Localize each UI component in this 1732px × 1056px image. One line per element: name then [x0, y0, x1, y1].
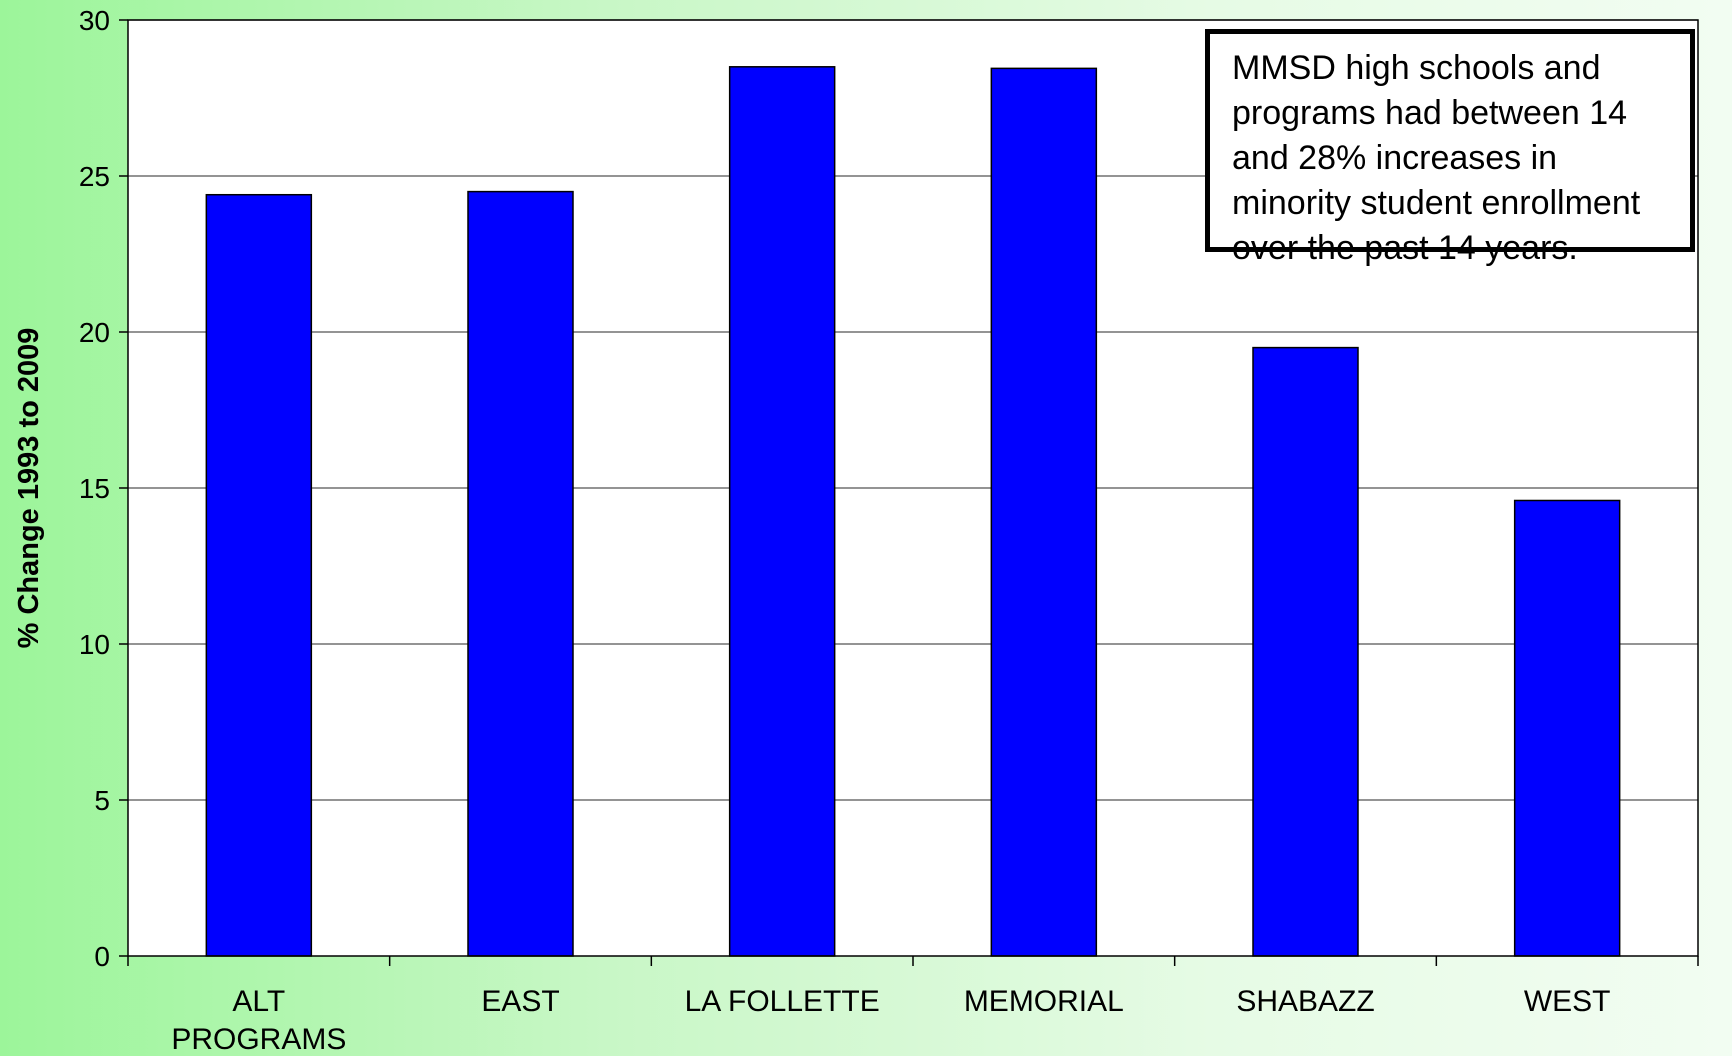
- x-category-label: SHABAZZ: [1236, 985, 1374, 1018]
- x-category-label: LA FOLLETTE: [685, 985, 880, 1018]
- bar-shabazz: [1252, 346, 1359, 957]
- y-tick-labels: 0 5 10 15 20 25 30: [79, 5, 110, 972]
- y-axis-title: % Change 1993 to 2009: [13, 328, 45, 649]
- x-category-labels: ALT PROGRAMS EAST LA FOLLETTE MEMORIAL SHABAZ…: [171, 985, 1610, 1056]
- y-tick-label: 30: [79, 5, 110, 36]
- y-tick-label: 20: [79, 317, 110, 348]
- annotation-line: programs had between 14: [1232, 94, 1628, 132]
- x-category-label: EAST: [481, 985, 559, 1018]
- bar-la-follette: [728, 66, 836, 957]
- y-tick-label: 5: [94, 785, 110, 816]
- bar-east: [467, 190, 574, 957]
- annotation-line: over the past 14 years.: [1232, 229, 1578, 267]
- y-tick-label: 15: [79, 473, 110, 504]
- bar-memorial: [990, 67, 1098, 957]
- bar-west: [1513, 499, 1621, 957]
- y-tick-label: 0: [94, 941, 110, 972]
- x-category-label: MEMORIAL: [964, 985, 1124, 1018]
- x-category-label: ALT PROGRAMS: [171, 985, 346, 1056]
- annotation-line: MMSD high schools and: [1232, 49, 1601, 87]
- axes: [119, 19, 1699, 966]
- y-tick-label: 10: [79, 629, 110, 660]
- x-category-label: WEST: [1524, 985, 1611, 1018]
- bar-alt-programs: [205, 193, 313, 957]
- bars: [205, 66, 1621, 957]
- annotation-box: MMSD high schools and programs had betwe…: [1205, 29, 1695, 267]
- annotation-line: and 28% increases in: [1232, 139, 1558, 177]
- y-tick-label: 25: [79, 161, 110, 192]
- annotation-line: minority student enrollment: [1232, 184, 1641, 222]
